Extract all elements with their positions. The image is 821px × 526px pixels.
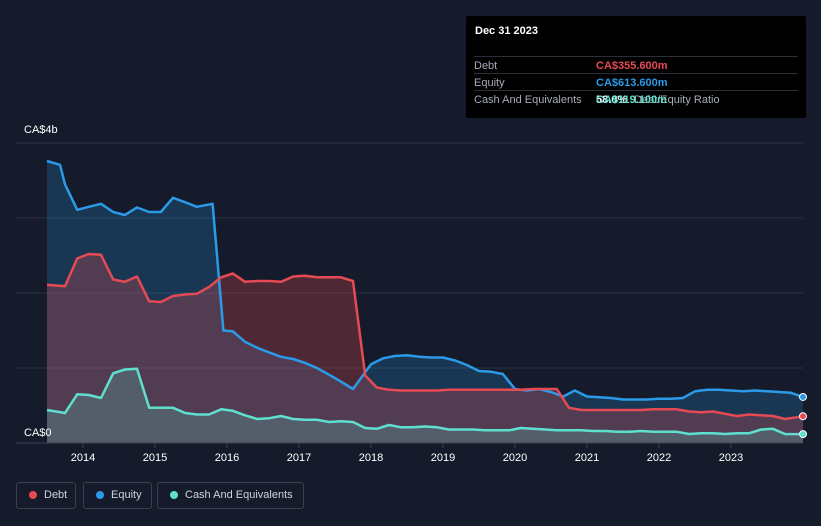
tooltip-row-equity: Equity CA$613.600m	[474, 73, 798, 91]
legend-label-debt: Debt	[44, 489, 68, 501]
line-cash-and-equivalents	[46, 367, 804, 436]
tooltip-row-debt: Debt CA$355.600m	[474, 56, 798, 74]
legend-label-cash: Cash And Equivalents	[185, 489, 293, 501]
tooltip-date: Dec 31 2023	[475, 25, 538, 37]
end-marker-cash-and-equivalents	[799, 430, 807, 439]
x-tick-label: 2017	[287, 452, 311, 464]
data-tooltip: Dec 31 2023 Debt CA$355.600m Equity CA$6…	[466, 16, 806, 118]
area-cash-and-equivalents	[47, 368, 803, 443]
x-tick-label: 2018	[359, 452, 383, 464]
legend-item-debt[interactable]: Debt	[16, 482, 76, 509]
tooltip-row-ratio: 58.0% Debt/Equity Ratio	[474, 90, 798, 108]
x-tick-label: 2023	[719, 452, 743, 464]
tooltip-value-debt: CA$355.600m	[596, 60, 668, 72]
line-debt	[46, 252, 804, 421]
series-end-markers	[799, 392, 807, 439]
area-debt	[47, 254, 803, 443]
axes: CA$4b CA$0 2014 2015 2016 2017 2018 2019 2020 202…	[16, 124, 803, 464]
x-tick-label: 2014	[71, 452, 95, 464]
series-areas	[47, 161, 803, 443]
x-tick-label: 2021	[575, 452, 599, 464]
end-marker-equity	[799, 392, 807, 401]
legend-dot-debt	[29, 491, 37, 499]
line-equity	[46, 159, 804, 401]
tooltip-value-equity: CA$613.600m	[596, 77, 668, 89]
series-lines	[46, 159, 804, 436]
tooltip-label-cash: Cash And Equivalents	[474, 94, 582, 106]
x-tick-label: 2016	[215, 452, 239, 464]
end-marker-debt	[799, 412, 807, 421]
legend-item-cash[interactable]: Cash And Equivalents	[157, 482, 304, 509]
tooltip-label-equity: Equity	[474, 77, 505, 89]
tooltip-label-debt: Debt	[474, 60, 498, 72]
legend-dot-cash	[170, 491, 178, 499]
legend-label-equity: Equity	[111, 489, 142, 501]
x-tick-label: 2020	[503, 452, 527, 464]
x-tick-label: 2019	[431, 452, 455, 464]
tooltip-value-ratio: 58.0%	[596, 94, 628, 106]
x-tick-label: 2015	[143, 452, 167, 464]
area-equity	[47, 161, 803, 443]
legend-dot-equity	[96, 491, 104, 499]
tooltip-row-cash: Cash And Equivalents CA$119.100m	[474, 94, 798, 118]
tooltip-value-cash: CA$119.100m	[596, 94, 667, 106]
y-tick-label: CA$0	[24, 427, 52, 439]
x-tick-label: 2022	[647, 452, 671, 464]
legend-item-equity[interactable]: Equity	[83, 482, 152, 509]
tooltip-ratio-label: Debt/Equity Ratio	[634, 94, 720, 106]
y-tick-label: CA$4b	[24, 124, 58, 136]
